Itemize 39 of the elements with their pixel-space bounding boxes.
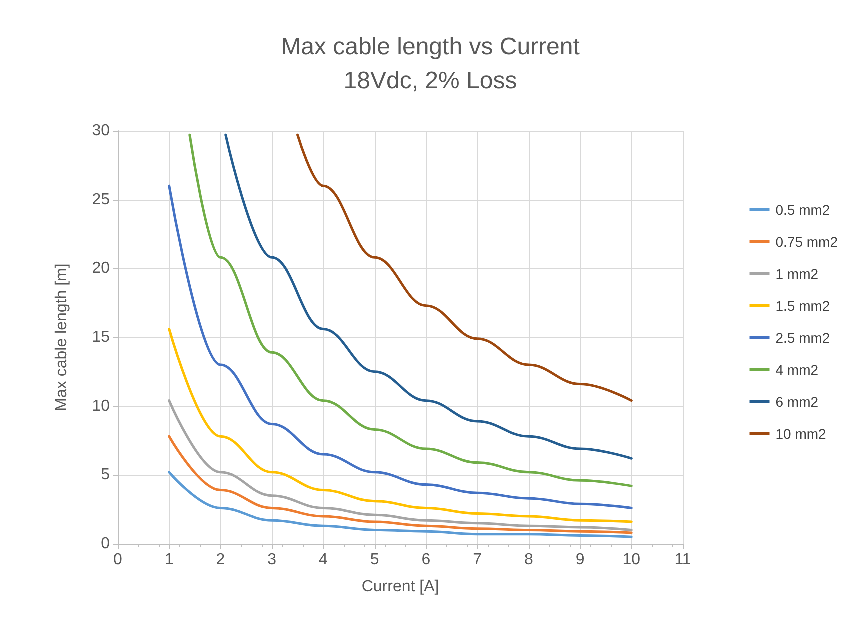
legend-label: 0.5 mm2 [776, 202, 830, 218]
x-tick-label: 1 [164, 552, 174, 568]
line-series [188, 134, 633, 488]
x-tick-label: 9 [576, 552, 585, 568]
x-tick-label: 6 [422, 552, 431, 568]
x-tick-label: 8 [524, 552, 534, 568]
y-tick-label: 5 [101, 466, 110, 484]
line-series [168, 435, 633, 534]
line-series [168, 471, 633, 538]
y-tick-label: 10 [92, 398, 110, 415]
y-tick-label: 0 [101, 536, 110, 552]
legend-label: 6 mm2 [776, 394, 819, 410]
y-tick-label: 20 [92, 260, 110, 278]
legend-label: 4 mm2 [776, 362, 819, 378]
line-series [296, 134, 633, 402]
y-tick-label: 30 [92, 122, 110, 140]
chart-subtitle: 18Vdc, 2% Loss [344, 68, 518, 94]
legend-label: 1.5 mm2 [776, 298, 830, 314]
y-tick-label: 25 [92, 191, 110, 208]
x-tick-label: 5 [370, 552, 380, 568]
line-series [168, 400, 633, 532]
line-series [168, 328, 633, 524]
x-axis-title: Current [A] [362, 578, 440, 596]
y-tick-label: 15 [92, 329, 110, 346]
line-series [168, 184, 633, 510]
x-tick-label: 2 [216, 552, 226, 568]
line-series [224, 134, 633, 460]
x-tick-label: 7 [473, 552, 482, 568]
x-tick-label: 4 [319, 552, 328, 568]
x-tick-label: 0 [114, 552, 123, 568]
x-tick-label: 11 [674, 552, 692, 568]
y-axis-title: Max cable length [m] [54, 264, 70, 412]
legend-label: 0.75 mm2 [776, 234, 838, 250]
x-tick-label: 3 [268, 552, 277, 568]
x-tick-label: 10 [622, 552, 641, 568]
legend-label: 2.5 mm2 [776, 330, 830, 346]
chart-title: Max cable length vs Current [281, 34, 580, 60]
legend-label: 1 mm2 [776, 266, 819, 282]
legend-label: 10 mm2 [776, 426, 827, 442]
